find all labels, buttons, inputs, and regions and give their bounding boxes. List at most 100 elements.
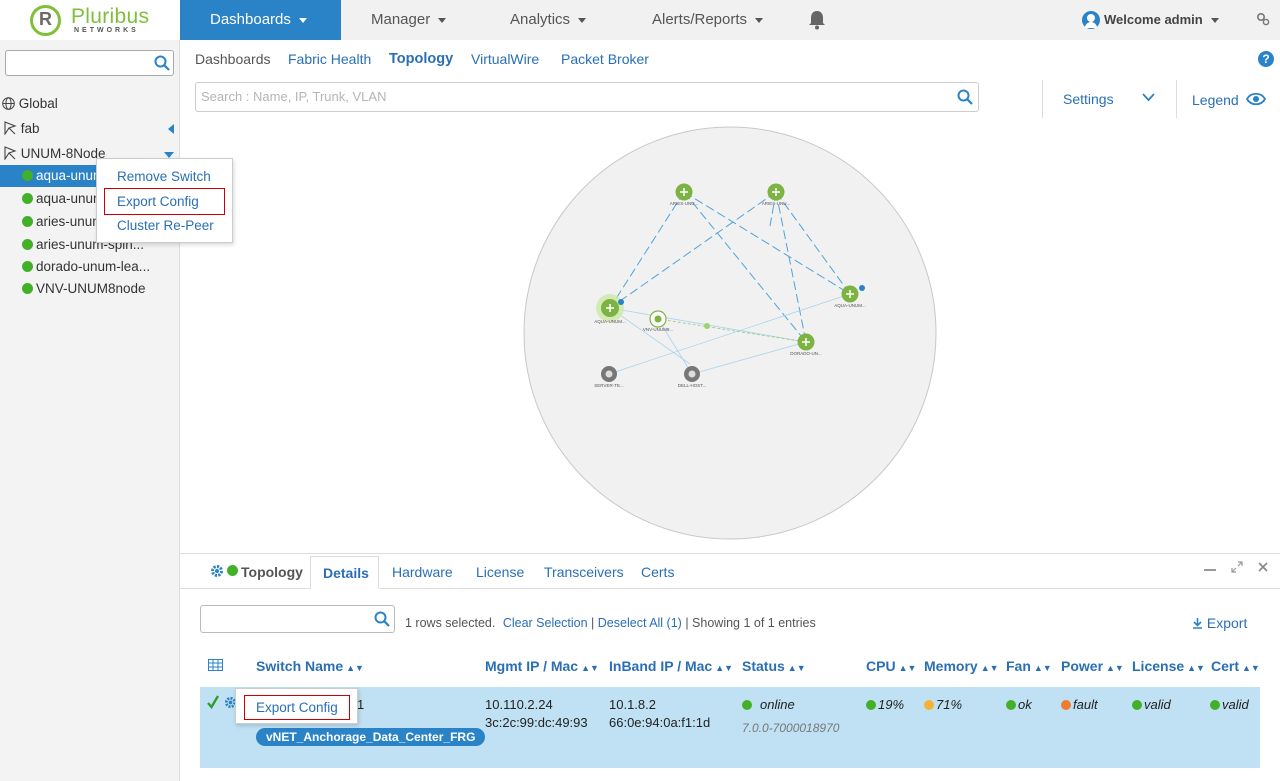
export-label: Export bbox=[1206, 615, 1248, 631]
column-header-memory[interactable]: Memory ▲▼ bbox=[924, 658, 999, 674]
tab-virtualwire[interactable]: VirtualWire bbox=[471, 51, 540, 67]
sort-icon: ▲▼ bbox=[346, 663, 364, 673]
search-icon[interactable] bbox=[957, 89, 973, 105]
menu-item-export-config[interactable]: Export Config bbox=[256, 700, 338, 715]
topology-node-switch-icon[interactable]: ARIES-UNU... bbox=[762, 183, 791, 207]
panel-tab-transceivers[interactable]: Transceivers bbox=[544, 564, 624, 580]
status-online-icon bbox=[22, 216, 33, 227]
search-icon[interactable] bbox=[374, 611, 390, 627]
nav-manager[interactable]: Manager bbox=[371, 0, 447, 40]
nav-analytics[interactable]: Analytics bbox=[510, 0, 587, 40]
column-header-status[interactable]: Status ▲▼ bbox=[742, 658, 806, 674]
node-label: DELL-HOST... bbox=[678, 383, 707, 388]
caret-left-icon[interactable] bbox=[168, 124, 174, 134]
pluribus-logo[interactable]: Pluribus NETWORKS bbox=[0, 0, 180, 40]
chevron-down-icon[interactable] bbox=[1142, 93, 1155, 102]
column-header-license[interactable]: License ▲▼ bbox=[1132, 658, 1205, 674]
table-row[interactable] bbox=[200, 687, 1260, 768]
topology-search-input[interactable] bbox=[201, 89, 941, 104]
status-online-icon bbox=[22, 193, 33, 204]
welcome-user-menu[interactable]: Welcome admin bbox=[1104, 0, 1219, 40]
column-header-label: License bbox=[1132, 658, 1185, 674]
deselect-all-link[interactable]: Deselect All (1) bbox=[597, 616, 682, 630]
nav-alerts-label: Alerts/Reports bbox=[652, 11, 748, 28]
download-icon bbox=[1193, 618, 1202, 629]
table-search-field[interactable] bbox=[200, 605, 395, 633]
topology-graph[interactable]: ARIES-UNU... ARIES-UNU... AQUA-UNUM... V… bbox=[520, 126, 940, 544]
logo-subtitle: NETWORKS bbox=[74, 27, 139, 34]
panel-tab-license[interactable]: License bbox=[476, 564, 525, 580]
caret-down-icon[interactable] bbox=[164, 152, 174, 158]
minimize-icon[interactable] bbox=[1204, 569, 1216, 571]
topology-search-field[interactable] bbox=[195, 82, 979, 112]
close-icon[interactable] bbox=[1258, 562, 1268, 572]
topology-links bbox=[609, 191, 851, 343]
menu-item-remove-switch[interactable]: Remove Switch bbox=[117, 169, 211, 184]
expand-icon[interactable] bbox=[1231, 561, 1243, 573]
topology-node-switch-icon[interactable]: DORADO-UN... bbox=[790, 333, 822, 357]
column-header-mgmt-ip[interactable]: Mgmt IP / Mac ▲▼ bbox=[485, 658, 599, 674]
settings-dropdown[interactable]: Settings bbox=[1063, 91, 1114, 107]
node-label: SERVER-TE... bbox=[594, 383, 623, 388]
tab-fabric-health[interactable]: Fabric Health bbox=[288, 51, 372, 67]
column-header-switch-name[interactable]: Switch Name ▲▼ bbox=[256, 658, 364, 674]
gears-icon[interactable] bbox=[1256, 12, 1270, 26]
topology-node-host-icon[interactable]: DELL-HOST... bbox=[678, 366, 707, 388]
checkmark-icon[interactable] bbox=[207, 695, 219, 709]
vnet-badge[interactable]: vNET_Anchorage_Data_Center_FRG bbox=[256, 728, 486, 746]
panel-tab-hardware[interactable]: Hardware bbox=[392, 564, 453, 580]
table-columns-icon[interactable] bbox=[208, 659, 223, 671]
topology-node-switch-icon[interactable]: AQUA-UNUM... bbox=[834, 285, 866, 308]
details-panel: Topology Details Hardware License Transc… bbox=[180, 553, 1280, 781]
sidebar-item-fab[interactable]: fab bbox=[0, 118, 180, 140]
menu-item-cluster-re-peer[interactable]: Cluster Re-Peer bbox=[117, 218, 214, 233]
nav-alerts-reports[interactable]: Alerts/Reports bbox=[652, 0, 764, 40]
panel-tab-topology[interactable]: Topology bbox=[241, 564, 303, 580]
status-text: online bbox=[760, 697, 795, 712]
panel-tab-certs[interactable]: Certs bbox=[641, 564, 675, 580]
inband-ip-cell: 10.1.8.2 bbox=[609, 697, 656, 712]
tab-topology[interactable]: Topology bbox=[389, 51, 454, 67]
column-header-label: Status bbox=[742, 658, 785, 674]
mgmt-ip-cell: 10.110.2.24 bbox=[485, 697, 553, 712]
topology-node-host-icon[interactable]: SERVER-TE... bbox=[594, 366, 624, 388]
panel-tab-details[interactable]: Details bbox=[323, 565, 369, 581]
sidebar-item-dorado-unum-leaf[interactable]: dorado-unum-lea... bbox=[0, 256, 180, 278]
nav-dashboards[interactable]: Dashboards bbox=[180, 0, 341, 40]
status-fault-icon bbox=[1061, 700, 1071, 710]
topology-node-switch-icon[interactable]: AQUA-UNUM... bbox=[594, 294, 626, 324]
search-icon[interactable] bbox=[154, 55, 170, 71]
column-header-label: Power bbox=[1061, 658, 1104, 674]
tab-packet-broker[interactable]: Packet Broker bbox=[561, 51, 649, 67]
logo-wordmark: Pluribus bbox=[71, 5, 150, 28]
clear-selection-link[interactable]: Clear Selection bbox=[502, 616, 588, 630]
panel-tab-details-frame bbox=[310, 556, 379, 589]
sidebar-item-vnv-unum8node[interactable]: VNV-UNUM8node bbox=[0, 278, 180, 300]
help-icon[interactable]: ? bbox=[1258, 51, 1274, 67]
column-header-fan[interactable]: Fan ▲▼ bbox=[1006, 658, 1052, 674]
sidebar-item-unum-8node[interactable]: UNUM-8Node bbox=[0, 143, 180, 165]
topology-node-switch-icon[interactable]: ARIES-UNU... bbox=[670, 183, 699, 207]
gear-icon[interactable] bbox=[224, 696, 237, 709]
column-header-cert[interactable]: Cert ▲▼ bbox=[1211, 658, 1260, 674]
fabric-icon bbox=[4, 146, 17, 161]
status-online-icon bbox=[227, 565, 238, 576]
export-button[interactable]: Export bbox=[1192, 615, 1247, 631]
tab-dashboards[interactable]: Dashboards bbox=[195, 51, 271, 67]
eye-icon[interactable] bbox=[1246, 92, 1266, 106]
globe-icon bbox=[2, 97, 15, 110]
bell-icon[interactable] bbox=[808, 10, 826, 30]
legend-toggle[interactable]: Legend bbox=[1192, 92, 1239, 108]
sidebar-item-global[interactable]: Global bbox=[0, 93, 180, 115]
sidebar-search-field[interactable] bbox=[5, 50, 174, 76]
column-header-cpu[interactable]: CPU ▲▼ bbox=[866, 658, 916, 674]
column-header-power[interactable]: Power ▲▼ bbox=[1061, 658, 1124, 674]
highlight-box bbox=[244, 695, 350, 720]
gear-icon[interactable] bbox=[210, 564, 224, 578]
menu-item-export-config[interactable]: Export Config bbox=[117, 194, 199, 209]
welcome-label: Welcome admin bbox=[1104, 12, 1203, 27]
column-header-inband-ip[interactable]: InBand IP / Mac ▲▼ bbox=[609, 658, 733, 674]
topology-node-vnv-icon[interactable]: VNV-UNUM8... bbox=[643, 310, 673, 332]
sort-icon: ▲▼ bbox=[1242, 663, 1260, 673]
user-avatar-icon[interactable] bbox=[1082, 11, 1100, 29]
